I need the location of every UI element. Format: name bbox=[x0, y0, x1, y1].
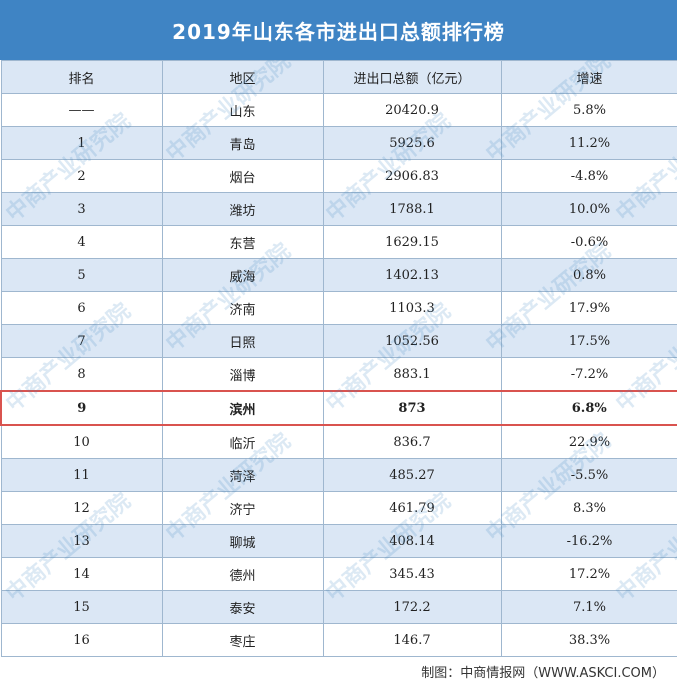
table-row: 10 临沂 836.7 22.9% bbox=[0, 424, 677, 459]
table-row: 7 日照 1052.56 17.5% bbox=[0, 324, 677, 358]
rank-cell: —— bbox=[0, 93, 163, 127]
total-cell: 1103.3 bbox=[322, 291, 502, 325]
total-cell: 1788.1 bbox=[322, 192, 502, 226]
column-header: 排名 bbox=[0, 60, 163, 94]
table-row: 8 淄博 883.1 -7.2% bbox=[0, 357, 677, 392]
total-cell: 883.1 bbox=[322, 357, 502, 392]
region-cell: 济宁 bbox=[161, 491, 324, 525]
region-cell: 淄博 bbox=[161, 357, 324, 392]
rank-cell: 2 bbox=[0, 159, 163, 193]
growth-cell: 6.8% bbox=[500, 390, 677, 426]
growth-cell: 11.2% bbox=[500, 126, 677, 160]
growth-cell: -4.8% bbox=[500, 159, 677, 193]
region-cell: 枣庄 bbox=[161, 623, 324, 657]
rank-cell: 8 bbox=[0, 357, 163, 392]
total-cell: 20420.9 bbox=[322, 93, 502, 127]
total-cell: 1629.15 bbox=[322, 225, 502, 259]
region-cell: 济南 bbox=[161, 291, 324, 325]
region-cell: 菏泽 bbox=[161, 458, 324, 492]
total-cell: 873 bbox=[322, 390, 502, 426]
region-cell: 东营 bbox=[161, 225, 324, 259]
table-row: 2 烟台 2906.83 -4.8% bbox=[0, 159, 677, 193]
rank-cell: 4 bbox=[0, 225, 163, 259]
footer-credit: 制图：中商情报网（WWW.ASKCI.COM） bbox=[421, 666, 665, 681]
region-cell: 潍坊 bbox=[161, 192, 324, 226]
table-row: 5 威海 1402.13 0.8% bbox=[0, 258, 677, 292]
total-cell: 408.14 bbox=[322, 524, 502, 558]
table-row: 4 东营 1629.15 -0.6% bbox=[0, 225, 677, 259]
total-cell: 5925.6 bbox=[322, 126, 502, 160]
region-cell: 泰安 bbox=[161, 590, 324, 624]
rank-cell: 12 bbox=[0, 491, 163, 525]
rank-cell: 7 bbox=[0, 324, 163, 358]
total-cell: 1052.56 bbox=[322, 324, 502, 358]
ranking-table: 排名 地区 进出口总额（亿元） 增速 —— 山东 20420.9 5.8% 1 青岛 5925.6 1… bbox=[0, 60, 677, 657]
rank-cell: 9 bbox=[0, 390, 163, 426]
region-cell: 日照 bbox=[161, 324, 324, 358]
region-cell: 烟台 bbox=[161, 159, 324, 193]
region-cell: 青岛 bbox=[161, 126, 324, 160]
total-cell: 836.7 bbox=[322, 424, 502, 459]
table-row: 15 泰安 172.2 7.1% bbox=[0, 590, 677, 624]
table-row: 12 济宁 461.79 8.3% bbox=[0, 491, 677, 525]
column-header: 进出口总额（亿元） bbox=[322, 60, 502, 94]
column-header: 地区 bbox=[161, 60, 324, 94]
growth-cell: -0.6% bbox=[500, 225, 677, 259]
growth-cell: 17.9% bbox=[500, 291, 677, 325]
region-cell: 聊城 bbox=[161, 524, 324, 558]
rank-cell: 15 bbox=[0, 590, 163, 624]
growth-cell: -7.2% bbox=[500, 357, 677, 392]
rank-cell: 6 bbox=[0, 291, 163, 325]
table-row: 14 德州 345.43 17.2% bbox=[0, 557, 677, 591]
rank-cell: 16 bbox=[0, 623, 163, 657]
growth-cell: 5.8% bbox=[500, 93, 677, 127]
table-row-highlighted: 9 滨州 873 6.8% bbox=[0, 390, 677, 426]
growth-cell: 8.3% bbox=[500, 491, 677, 525]
table-row: 3 潍坊 1788.1 10.0% bbox=[0, 192, 677, 226]
rank-cell: 14 bbox=[0, 557, 163, 591]
table-row: 13 聊城 408.14 -16.2% bbox=[0, 524, 677, 558]
region-cell: 山东 bbox=[161, 93, 324, 127]
growth-cell: 17.2% bbox=[500, 557, 677, 591]
region-cell: 德州 bbox=[161, 557, 324, 591]
rank-cell: 11 bbox=[0, 458, 163, 492]
rank-cell: 1 bbox=[0, 126, 163, 160]
total-cell: 146.7 bbox=[322, 623, 502, 657]
page-title: 2019年山东各市进出口总额排行榜 bbox=[0, 0, 677, 60]
growth-cell: 38.3% bbox=[500, 623, 677, 657]
table-row: —— 山东 20420.9 5.8% bbox=[0, 93, 677, 127]
growth-cell: -16.2% bbox=[500, 524, 677, 558]
rank-cell: 13 bbox=[0, 524, 163, 558]
table-row: 1 青岛 5925.6 11.2% bbox=[0, 126, 677, 160]
rank-cell: 10 bbox=[0, 424, 163, 459]
growth-cell: 10.0% bbox=[500, 192, 677, 226]
table-row: 6 济南 1103.3 17.9% bbox=[0, 291, 677, 325]
table-header-row: 排名 地区 进出口总额（亿元） 增速 bbox=[0, 60, 677, 94]
total-cell: 485.27 bbox=[322, 458, 502, 492]
total-cell: 1402.13 bbox=[322, 258, 502, 292]
table-row: 11 菏泽 485.27 -5.5% bbox=[0, 458, 677, 492]
table-row: 16 枣庄 146.7 38.3% bbox=[0, 623, 677, 657]
growth-cell: 7.1% bbox=[500, 590, 677, 624]
rank-cell: 3 bbox=[0, 192, 163, 226]
total-cell: 2906.83 bbox=[322, 159, 502, 193]
column-header: 增速 bbox=[500, 60, 677, 94]
growth-cell: 22.9% bbox=[500, 424, 677, 459]
growth-cell: 17.5% bbox=[500, 324, 677, 358]
rank-cell: 5 bbox=[0, 258, 163, 292]
growth-cell: -5.5% bbox=[500, 458, 677, 492]
region-cell: 滨州 bbox=[161, 390, 324, 426]
total-cell: 172.2 bbox=[322, 590, 502, 624]
region-cell: 临沂 bbox=[161, 424, 324, 459]
growth-cell: 0.8% bbox=[500, 258, 677, 292]
total-cell: 345.43 bbox=[322, 557, 502, 591]
total-cell: 461.79 bbox=[322, 491, 502, 525]
region-cell: 威海 bbox=[161, 258, 324, 292]
